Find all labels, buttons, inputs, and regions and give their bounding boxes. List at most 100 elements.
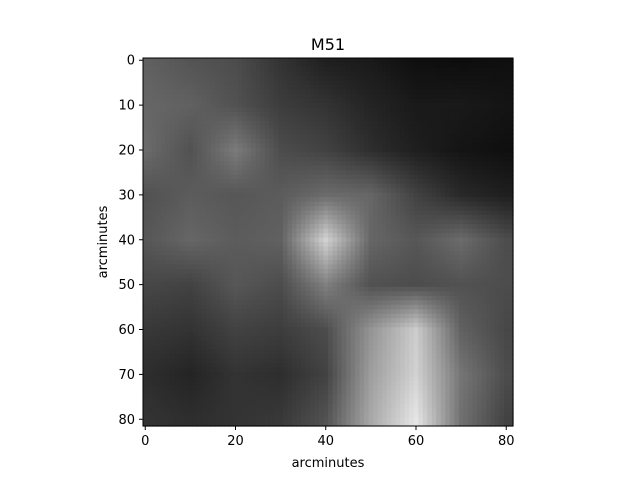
- heatmap-cell: [350, 250, 356, 257]
- heatmap-cell: [174, 183, 180, 189]
- heatmap-cell: [237, 318, 243, 324]
- heatmap-cell: [206, 237, 212, 243]
- heatmap-cell: [224, 170, 230, 176]
- heatmap-cell: [485, 291, 492, 297]
- heatmap-cell: [436, 138, 442, 144]
- heatmap-cell: [409, 170, 415, 176]
- heatmap-cell: [404, 80, 410, 86]
- heatmap-cell: [490, 291, 496, 297]
- heatmap-cell: [422, 143, 428, 149]
- heatmap-cell: [192, 237, 198, 243]
- heatmap-cell: [143, 282, 149, 288]
- heatmap-cell: [373, 102, 379, 108]
- heatmap-cell: [341, 75, 347, 82]
- heatmap-cell: [350, 255, 356, 261]
- heatmap-cell: [346, 66, 352, 73]
- heatmap-cell: [490, 286, 496, 292]
- heatmap-cell: [404, 58, 410, 64]
- heatmap-cell: [382, 75, 388, 82]
- heatmap-cell: [386, 66, 392, 73]
- heatmap-cell: [508, 300, 514, 306]
- heatmap-cell: [219, 120, 225, 126]
- heatmap-cell: [350, 233, 356, 239]
- heatmap-cell: [188, 201, 194, 207]
- heatmap-cell: [494, 304, 501, 310]
- heatmap-cell: [364, 246, 370, 252]
- heatmap-cell: [364, 71, 370, 77]
- heatmap-cell: [436, 66, 442, 73]
- heatmap-cell: [188, 58, 194, 64]
- heatmap-cell: [454, 129, 460, 135]
- heatmap-cell: [377, 107, 383, 113]
- heatmap-cell: [481, 322, 487, 328]
- heatmap-cell: [481, 237, 487, 243]
- heatmap-cell: [431, 268, 437, 275]
- heatmap-cell: [251, 242, 257, 248]
- heatmap-cell: [400, 80, 406, 86]
- heatmap-cell: [454, 107, 460, 113]
- heatmap-cell: [418, 120, 424, 126]
- heatmap-cell: [440, 107, 446, 113]
- heatmap-cell: [206, 165, 212, 171]
- heatmap-cell: [382, 93, 388, 99]
- heatmap-cell: [409, 58, 415, 64]
- heatmap-cell: [332, 318, 338, 324]
- heatmap-cell: [291, 286, 298, 292]
- heatmap-cell: [404, 143, 410, 149]
- heatmap-cell: [404, 215, 410, 221]
- heatmap-cell: [183, 71, 189, 77]
- heatmap-cell: [395, 120, 401, 126]
- heatmap-cell: [300, 273, 307, 279]
- heatmap-cell: [215, 98, 221, 104]
- heatmap-cell: [427, 304, 433, 310]
- heatmap-cell: [364, 215, 370, 221]
- heatmap-cell: [350, 98, 356, 104]
- heatmap-cell: [373, 120, 379, 126]
- heatmap-cell: [359, 313, 365, 319]
- heatmap-cell: [431, 71, 437, 77]
- heatmap-cell: [278, 125, 284, 131]
- heatmap-cell: [300, 291, 307, 297]
- heatmap-cell: [485, 71, 492, 77]
- heatmap-cell: [472, 58, 478, 64]
- heatmap-cell: [296, 295, 302, 301]
- heatmap-cell: [328, 138, 334, 144]
- heatmap-cell: [206, 224, 212, 230]
- heatmap-cell: [508, 188, 514, 194]
- heatmap-cell: [332, 89, 338, 95]
- heatmap-cell: [377, 62, 383, 68]
- heatmap-cell: [188, 71, 194, 77]
- heatmap-cell: [382, 259, 388, 266]
- heatmap-cell: [228, 58, 234, 64]
- heatmap-cell: [382, 192, 388, 198]
- heatmap-cell: [391, 116, 397, 122]
- heatmap-cell: [143, 206, 149, 212]
- heatmap-cell: [490, 277, 496, 283]
- heatmap-cell: [494, 215, 501, 221]
- heatmap-cell: [296, 89, 302, 95]
- heatmap-cell: [409, 300, 415, 306]
- heatmap-cell: [278, 93, 284, 99]
- heatmap-cell: [165, 313, 171, 319]
- heatmap-cell: [296, 174, 302, 180]
- heatmap-cell: [237, 89, 243, 95]
- heatmap-cell: [210, 291, 216, 297]
- heatmap-cell: [219, 201, 225, 207]
- heatmap-cell: [197, 188, 203, 194]
- heatmap-cell: [404, 228, 410, 234]
- heatmap-cell: [228, 188, 234, 194]
- heatmap-cell: [201, 246, 207, 252]
- heatmap-cell: [359, 322, 365, 328]
- heatmap-cell: [152, 264, 158, 270]
- heatmap-cell: [328, 120, 334, 126]
- heatmap-cell: [273, 58, 279, 64]
- heatmap-cell: [445, 138, 451, 144]
- heatmap-cell: [413, 282, 419, 288]
- heatmap-cell: [364, 273, 370, 279]
- heatmap-cell: [323, 197, 329, 203]
- heatmap-cell: [436, 125, 442, 131]
- heatmap-cell: [445, 246, 451, 252]
- heatmap-cell: [192, 264, 198, 270]
- heatmap-cell: [503, 318, 510, 324]
- heatmap-cell: [278, 165, 284, 171]
